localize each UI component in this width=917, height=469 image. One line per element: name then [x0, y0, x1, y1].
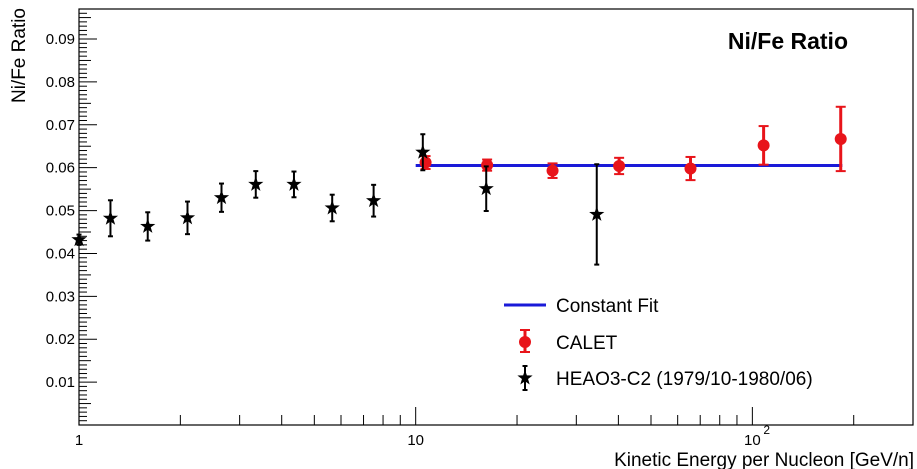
x-tick-label: 1 — [75, 432, 83, 449]
y-tick-label: 0.09 — [46, 31, 75, 48]
calet-point — [546, 164, 559, 177]
legend-label: CALET — [556, 333, 618, 354]
heao-point — [248, 176, 264, 191]
x-tick-label: 10 — [744, 432, 761, 449]
y-tick-label: 0.04 — [46, 245, 75, 262]
y-tick-label: 0.05 — [46, 203, 75, 220]
legend-label: Constant Fit — [556, 296, 659, 317]
chart-title: Ni/Fe Ratio — [728, 28, 848, 54]
y-tick-label: 0.02 — [46, 331, 75, 348]
y-tick-label: 0.06 — [46, 160, 75, 177]
heao-point — [324, 199, 340, 215]
heao-point — [366, 192, 382, 208]
heao-point — [415, 144, 431, 159]
legend: Constant Fit CALET HEAO3-C2 (1979/10-1980/… — [504, 296, 813, 391]
y-axis-title: Ni/Fe Ratio — [9, 8, 30, 103]
heao-point — [589, 206, 605, 221]
y-tick-label: 0.08 — [46, 74, 75, 91]
legend-heao-marker — [517, 370, 533, 385]
plot-frame — [78, 8, 914, 426]
calet-point — [613, 159, 626, 172]
data-marks — [71, 105, 847, 266]
y-tick-label: 0.07 — [46, 117, 75, 134]
calet-point — [419, 156, 432, 169]
heao-point — [140, 218, 156, 233]
legend-calet-marker — [519, 336, 531, 348]
legend-label: HEAO3-C2 (1979/10-1980/06) — [556, 369, 813, 390]
calet-point — [684, 162, 697, 175]
x-tick-label: 10 — [407, 432, 424, 449]
x-axis-title: Kinetic Energy per Nucleon [GeV/n] — [614, 450, 914, 469]
heao-point — [478, 180, 494, 196]
y-tick-label: 0.01 — [46, 374, 75, 391]
heao-point — [71, 231, 87, 247]
heao-point — [286, 176, 302, 191]
heao-point — [102, 210, 119, 225]
calet-point — [757, 139, 770, 152]
axes: 0.01 0.02 0.03 0.04 0.05 0.06 0.07 0.08 0.09 1 10 1… — [46, 8, 914, 449]
calet-point — [481, 159, 494, 172]
heao-point — [213, 189, 230, 205]
calet-point — [834, 132, 847, 145]
y-tick-label: 0.03 — [46, 288, 75, 305]
x-tick-exponent: 2 — [763, 423, 770, 437]
heao-point — [179, 209, 196, 225]
